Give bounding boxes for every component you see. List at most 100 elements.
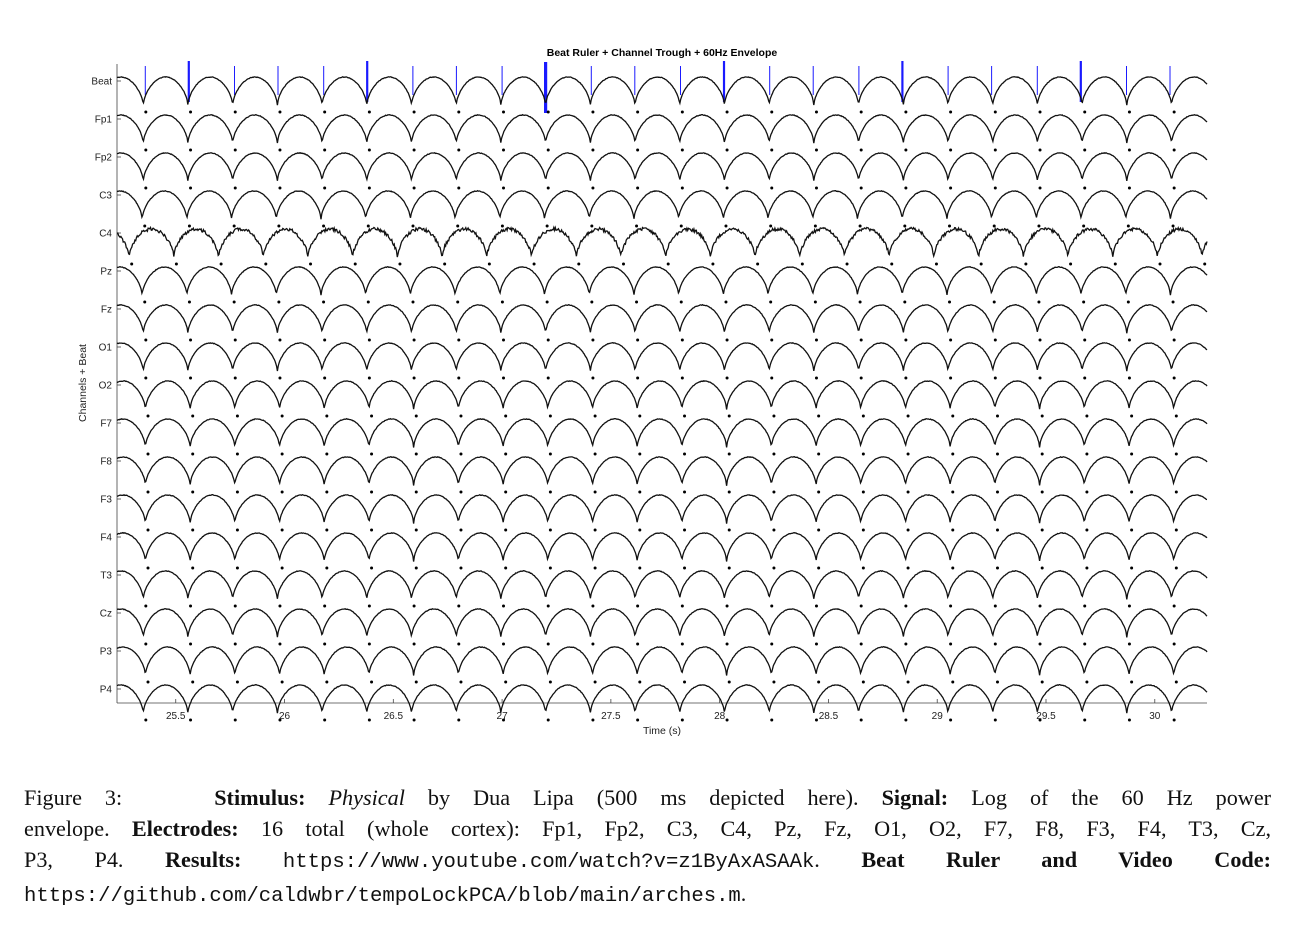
trough-marker: [278, 718, 282, 722]
trough-marker: [532, 262, 536, 266]
trough-marker: [727, 566, 731, 570]
trough-marker: [366, 224, 370, 228]
trough-marker: [232, 224, 236, 228]
trough-marker: [235, 566, 239, 570]
trough-marker: [370, 414, 374, 418]
code-link[interactable]: https://github.com/caldwbr/tempoLockPCA/…: [24, 885, 741, 908]
trough-marker: [591, 718, 595, 722]
trough-marker: [502, 642, 506, 646]
trough-marker: [993, 604, 997, 608]
trough-marker: [191, 566, 195, 570]
trough-marker: [725, 376, 729, 380]
x-tick-label: 30: [1149, 711, 1161, 722]
trough-marker: [1174, 566, 1178, 570]
trough-marker: [323, 186, 327, 190]
trough-marker: [906, 680, 910, 684]
trough-marker: [1126, 300, 1130, 304]
trough-marker: [890, 262, 894, 266]
trough-marker: [591, 110, 595, 114]
trough-marker: [546, 376, 550, 380]
trough-marker: [679, 224, 683, 228]
trough-marker: [1038, 148, 1042, 152]
trough-marker: [1024, 262, 1028, 266]
trough-marker: [189, 338, 193, 342]
figure-label: Figure 3:: [24, 785, 123, 810]
trough-marker: [144, 376, 148, 380]
trough-marker: [683, 566, 687, 570]
trough-marker: [264, 262, 268, 266]
trough-marker: [504, 490, 508, 494]
trough-marker: [457, 338, 461, 342]
trough-marker: [233, 604, 237, 608]
trough-marker: [144, 718, 148, 722]
trough-marker: [457, 186, 461, 190]
trough-marker: [500, 224, 504, 228]
trough-marker: [727, 528, 731, 532]
trough-marker: [367, 110, 371, 114]
trough-marker: [993, 642, 997, 646]
trough-marker: [951, 680, 955, 684]
trace-fz: [116, 303, 1208, 334]
trough-marker: [414, 528, 418, 532]
trough-marker: [1037, 224, 1041, 228]
trough-marker: [548, 528, 552, 532]
trough-marker: [934, 262, 938, 266]
trough-marker: [280, 490, 284, 494]
trough-marker: [323, 338, 327, 342]
trough-marker: [233, 642, 237, 646]
x-tick-label: 27.5: [601, 711, 621, 722]
trough-marker: [993, 186, 997, 190]
trough-marker: [679, 300, 683, 304]
trough-marker: [680, 186, 684, 190]
trough-marker: [1171, 300, 1175, 304]
trough-marker: [817, 490, 821, 494]
trough-marker: [487, 262, 491, 266]
trough-marker: [1083, 642, 1087, 646]
trough-marker: [1172, 604, 1176, 608]
trough-marker: [233, 186, 237, 190]
trough-marker: [906, 414, 910, 418]
trough-marker: [233, 110, 237, 114]
trough-marker: [414, 490, 418, 494]
trough-marker: [1040, 490, 1044, 494]
trough-marker: [412, 718, 416, 722]
trough-marker: [323, 148, 327, 152]
trough-marker: [1040, 680, 1044, 684]
trough-marker: [504, 566, 508, 570]
trough-marker: [548, 452, 552, 456]
trough-marker: [1038, 604, 1042, 608]
channel-label-p3: P3: [100, 647, 113, 658]
trough-marker: [770, 604, 774, 608]
trough-marker: [502, 148, 506, 152]
trough-marker: [1083, 604, 1087, 608]
trough-marker: [546, 338, 550, 342]
trough-marker: [189, 376, 193, 380]
trough-marker: [770, 186, 774, 190]
trough-marker: [414, 452, 418, 456]
channel-label-fp1: Fp1: [95, 115, 113, 126]
trough-marker: [906, 566, 910, 570]
channel-label-f4: F4: [100, 533, 112, 544]
trough-marker: [621, 262, 625, 266]
trough-marker: [724, 224, 728, 228]
trough-marker: [904, 186, 908, 190]
trough-marker: [367, 186, 371, 190]
trough-marker: [504, 452, 508, 456]
trough-marker: [859, 148, 863, 152]
trough-marker: [817, 528, 821, 532]
trough-marker: [1130, 528, 1134, 532]
trough-marker: [144, 186, 148, 190]
trough-marker: [1127, 604, 1131, 608]
trough-marker: [280, 566, 284, 570]
trough-marker: [144, 110, 148, 114]
trough-marker: [861, 528, 865, 532]
trough-marker: [1172, 110, 1176, 114]
trough-marker: [725, 718, 729, 722]
trough-marker: [1130, 414, 1134, 418]
trough-marker: [904, 642, 908, 646]
trough-marker: [398, 262, 402, 266]
trough-marker: [325, 414, 329, 418]
trough-marker: [174, 262, 178, 266]
results-link[interactable]: https://www.youtube.com/watch?v=z1ByAxAS…: [282, 851, 815, 874]
x-tick-label: 27: [497, 711, 509, 722]
